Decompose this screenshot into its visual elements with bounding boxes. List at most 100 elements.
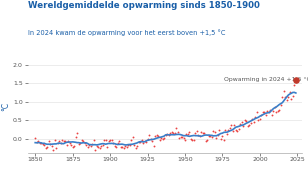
Point (139, 139, 144, 142)
Point (199, 131, 204, 134)
Point (109, 138, 114, 141)
Point (173, 126, 178, 129)
Point (118, 146, 123, 149)
Point (42, 143, 47, 146)
Point (195, 130, 200, 133)
Point (229, 124, 234, 127)
Point (60, 139, 65, 142)
Point (253, 115, 258, 118)
Point (130, 136, 135, 139)
Point (256, 119, 261, 122)
Point (294, 78, 298, 81)
Point (115, 142, 120, 145)
Point (91, 139, 96, 142)
Text: Opwarming in 2024 +1,6 °C: Opwarming in 2024 +1,6 °C (224, 77, 308, 82)
Point (156, 135, 160, 138)
Point (268, 109, 273, 112)
Point (245, 125, 250, 128)
Point (140, 142, 145, 145)
Point (90, 142, 95, 145)
Point (106, 140, 111, 143)
Point (120, 145, 124, 148)
Point (96, 145, 101, 148)
Point (138, 140, 143, 143)
Point (136, 141, 141, 144)
Point (82, 142, 87, 145)
Point (205, 139, 210, 142)
Point (261, 110, 265, 113)
Point (290, 94, 295, 97)
Point (192, 139, 197, 142)
Y-axis label: °C: °C (1, 101, 10, 111)
Point (78, 142, 83, 145)
Point (266, 110, 271, 113)
Point (164, 132, 169, 135)
Point (230, 129, 235, 132)
Point (280, 96, 285, 99)
Point (292, 84, 297, 87)
Point (201, 132, 205, 135)
Point (36, 140, 41, 143)
Point (39, 142, 44, 145)
Point (187, 131, 192, 134)
Point (247, 124, 252, 127)
Point (114, 145, 119, 148)
Point (289, 97, 294, 100)
Point (233, 128, 238, 131)
Point (242, 119, 247, 122)
Point (270, 114, 274, 117)
Point (33, 136, 38, 139)
Point (121, 147, 126, 150)
Point (263, 113, 268, 116)
Point (129, 138, 134, 141)
Point (202, 132, 207, 134)
Point (142, 140, 147, 143)
Point (178, 136, 183, 139)
Point (278, 104, 283, 107)
Point (157, 139, 162, 142)
Point (282, 90, 286, 93)
Point (204, 140, 209, 143)
Point (69, 144, 74, 147)
Point (111, 141, 116, 144)
Point (238, 122, 243, 125)
Point (87, 143, 91, 146)
Point (211, 129, 216, 132)
Point (171, 131, 176, 134)
Point (85, 145, 90, 148)
Point (49, 144, 54, 147)
Point (54, 146, 59, 149)
Point (213, 131, 217, 134)
Point (94, 144, 99, 147)
Point (244, 120, 249, 123)
Point (193, 132, 198, 134)
Point (284, 99, 289, 102)
Point (169, 130, 174, 133)
Point (196, 133, 201, 136)
Point (166, 133, 171, 136)
Point (40, 142, 45, 145)
Point (271, 110, 276, 113)
Point (163, 133, 168, 136)
Point (180, 135, 184, 138)
Point (237, 127, 241, 130)
Point (286, 95, 291, 98)
Point (176, 137, 181, 140)
Point (228, 126, 233, 129)
Point (181, 137, 186, 140)
Point (265, 109, 270, 112)
Point (123, 145, 128, 148)
Point (133, 147, 138, 150)
Point (112, 144, 117, 147)
Point (127, 144, 132, 147)
Point (34, 141, 39, 144)
Point (217, 129, 222, 132)
Point (272, 105, 277, 108)
Point (76, 143, 81, 146)
Point (145, 137, 150, 140)
Point (66, 140, 71, 143)
Point (257, 118, 262, 121)
Point (103, 139, 108, 142)
Point (148, 138, 153, 141)
Point (97, 147, 102, 150)
